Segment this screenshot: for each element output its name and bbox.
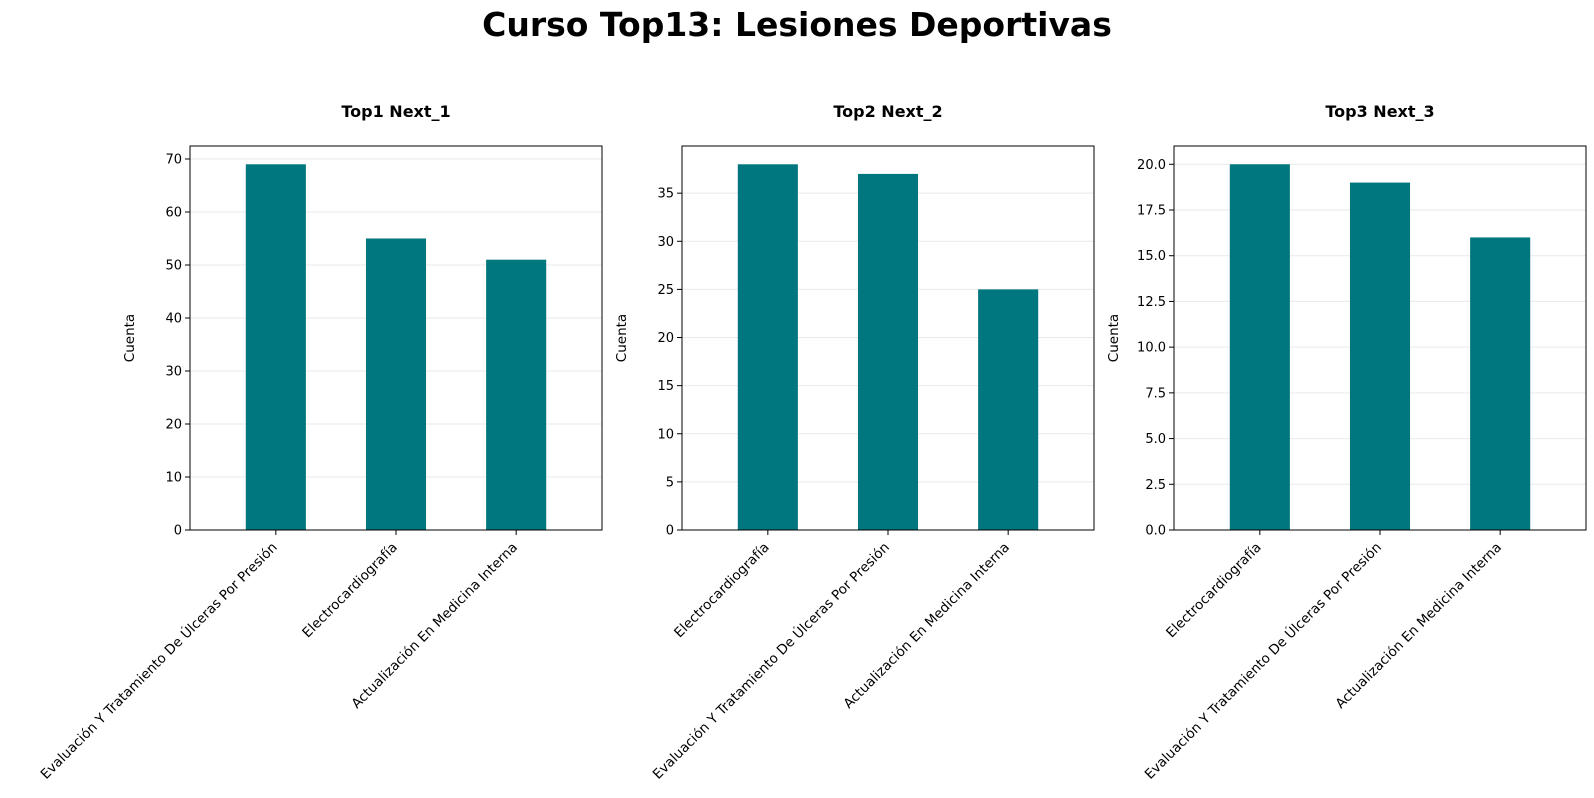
y-tick-label: 25 <box>657 283 674 298</box>
y-tick-label: 5.0 <box>1145 432 1166 447</box>
figure-title: Curso Top13: Lesiones Deportivas <box>482 5 1112 44</box>
y-tick-label: 20 <box>165 417 182 432</box>
chart-panel-2: Top2 Next_2 0 5 10 15 20 25 30 35 Cuenta Electroca… <box>614 102 1095 783</box>
chart-panel-3: Top3 Next_3 0.0 2.5 5.0 7.5 10.0 12.5 15.0 17.5 2… <box>1106 102 1587 783</box>
y-tick-label: 20.0 <box>1137 158 1166 173</box>
x-tick-label: Electrocardiografía <box>671 540 773 642</box>
x-tick-label: Evaluación Y Tratamiento De Úlceras Por … <box>648 538 893 783</box>
y-tick-label: 60 <box>165 205 182 220</box>
y-axis-label: Cuenta <box>614 314 630 362</box>
panel-title: Top2 Next_2 <box>833 102 942 121</box>
y-tick-label: 15.0 <box>1137 249 1166 264</box>
y-tick-label: 10 <box>657 427 674 442</box>
panel-title: Top3 Next_3 <box>1325 102 1434 121</box>
y-axis-label: Cuenta <box>122 314 138 362</box>
y-tick-label: 0.0 <box>1145 524 1166 539</box>
y-tick-label: 0 <box>174 524 182 539</box>
y-tick-label: 10 <box>165 470 182 485</box>
x-tick-label: Electrocardiografía <box>1163 540 1265 642</box>
y-tick-label: 5 <box>666 475 674 490</box>
x-tick-label: Evaluación Y Tratamiento De Úlceras Por … <box>36 538 281 783</box>
y-tick-label: 20 <box>657 331 674 346</box>
y-tick-label: 10.0 <box>1137 341 1166 356</box>
y-tick-label: 50 <box>165 258 182 273</box>
y-tick-label: 0 <box>666 524 674 539</box>
bar <box>857 173 919 530</box>
bar <box>978 289 1039 530</box>
bar <box>245 164 306 531</box>
y-tick-label: 35 <box>657 187 674 202</box>
y-tick-label: 30 <box>657 235 674 250</box>
y-tick-label: 17.5 <box>1137 204 1166 219</box>
bar <box>737 164 798 531</box>
bar <box>365 238 427 530</box>
y-tick-label: 2.5 <box>1145 478 1166 493</box>
y-tick-label: 12.5 <box>1137 295 1166 310</box>
bar <box>1349 182 1411 531</box>
bar <box>486 259 547 530</box>
y-tick-label: 40 <box>165 311 182 326</box>
x-tick-label: Evaluación Y Tratamiento De Úlceras Por … <box>1140 538 1385 783</box>
y-tick-label: 7.5 <box>1145 386 1166 401</box>
y-tick-label: 15 <box>657 379 674 394</box>
y-tick-label: 70 <box>165 152 182 167</box>
panel-title: Top1 Next_1 <box>341 102 450 121</box>
bar <box>1229 164 1290 531</box>
bar <box>1470 237 1531 530</box>
chart-panel-1: Top1 Next_1 0 10 20 30 40 50 60 70 Cuenta Evaluaci… <box>36 102 603 783</box>
y-axis-label: Cuenta <box>1106 314 1122 362</box>
x-tick-label: Electrocardiografía <box>299 540 401 642</box>
chart-panels: Top1 Next_1010203040506070CuentaEvaluaci… <box>36 102 1587 783</box>
y-tick-label: 30 <box>165 364 182 379</box>
